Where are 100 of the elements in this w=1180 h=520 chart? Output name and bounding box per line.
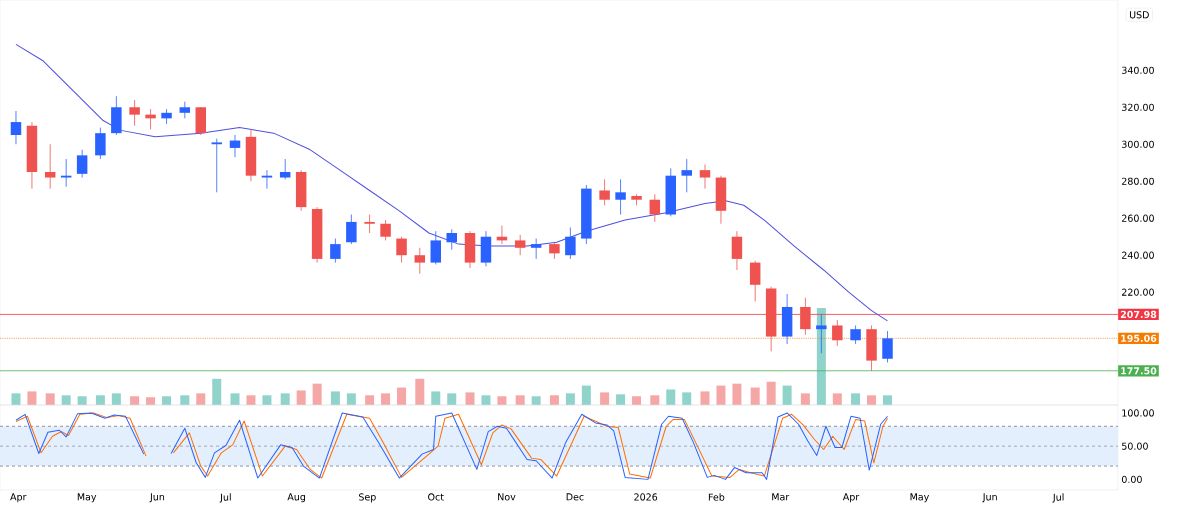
y-tick-label: 340.00 (1122, 66, 1154, 74)
bar (262, 395, 272, 405)
y-tick-label: 280.00 (1122, 177, 1154, 185)
candlestick (446, 228, 457, 251)
bar (515, 395, 525, 405)
y-tick-label: 100.00 (1122, 409, 1154, 417)
candlestick (599, 178, 610, 206)
candlestick (279, 158, 291, 180)
bar (832, 393, 842, 405)
bar (497, 396, 507, 405)
bar (867, 395, 877, 405)
x-tick-label: Oct (428, 493, 444, 501)
candlestick (44, 143, 56, 190)
candlestick (832, 319, 843, 347)
y-tick-label: 0.00 (1121, 475, 1142, 483)
candlestick (60, 158, 72, 188)
bar (312, 383, 322, 405)
x-tick-label: Apr (842, 493, 860, 503)
bar (531, 396, 541, 405)
candlestick (129, 99, 140, 127)
bar (77, 396, 87, 405)
x-tick-label: Jun (982, 493, 997, 503)
bar (397, 387, 407, 405)
bar (212, 378, 222, 405)
bar (27, 391, 37, 405)
bar (280, 393, 290, 405)
y-tick-label: 50.00 (1122, 442, 1148, 450)
candlestick (261, 169, 273, 190)
bar (700, 391, 710, 405)
candlestick (211, 138, 222, 193)
bar (565, 393, 575, 405)
bar (130, 396, 140, 405)
bar (481, 395, 491, 405)
y-tick-label: 240.00 (1122, 251, 1154, 259)
bar (11, 393, 21, 405)
ref-line-label: 177.50 (1121, 367, 1157, 375)
y-tick-label: 220.00 (1122, 288, 1154, 296)
bar (365, 395, 375, 405)
candlestick (346, 214, 357, 245)
x-tick-label: Mar (772, 493, 790, 501)
candlestick (615, 178, 626, 215)
candlestick (364, 214, 375, 234)
bar (381, 393, 391, 405)
bar (180, 395, 190, 405)
bar (45, 393, 55, 405)
bar (146, 397, 156, 405)
candlestick (882, 330, 893, 363)
bar (883, 395, 893, 405)
bar (296, 390, 306, 405)
bar (95, 395, 105, 405)
x-tick-label: Jul (1052, 493, 1064, 503)
candlestick (330, 238, 341, 263)
bar (581, 385, 591, 405)
y-axis-title: USD (1129, 11, 1149, 19)
ref-line-label: 207.98 (1120, 310, 1157, 319)
candlestick (731, 230, 743, 271)
candlestick (530, 238, 542, 260)
bar (851, 393, 861, 405)
candlestick (850, 325, 861, 345)
bar (716, 385, 726, 405)
bar (330, 391, 340, 405)
bar (549, 395, 559, 405)
bar (447, 393, 457, 405)
x-tick-label: Jun (149, 493, 165, 503)
candlestick (10, 110, 22, 145)
bar (600, 392, 610, 405)
candlestick (76, 149, 88, 178)
ref-line-label: 195.06 (1121, 334, 1157, 342)
candlestick (396, 236, 407, 263)
bar (431, 391, 441, 405)
candlestick (800, 297, 811, 336)
x-tick-label: Jul (219, 493, 231, 503)
bar (346, 393, 356, 405)
candlestick (749, 260, 761, 302)
bar (465, 392, 475, 405)
bar (732, 383, 742, 405)
candlestick (229, 134, 241, 158)
x-tick-label: Apr (10, 493, 27, 503)
x-tick-label: May (910, 493, 929, 503)
candlestick (565, 227, 576, 260)
bar (246, 395, 256, 405)
bar (61, 395, 71, 405)
bar (162, 396, 172, 405)
x-tick-label: Dec (566, 493, 584, 501)
candlestick (699, 164, 711, 190)
x-tick-label: Feb (708, 493, 725, 501)
y-tick-label: 320.00 (1122, 103, 1154, 111)
candlestick (681, 158, 692, 193)
candlestick (514, 234, 526, 256)
bar (616, 394, 626, 405)
x-tick-label: Nov (498, 493, 516, 501)
candlestick (95, 127, 106, 160)
bar (782, 385, 792, 405)
candlestick (430, 230, 442, 265)
bar (650, 395, 660, 405)
candlestick (649, 193, 661, 223)
bar (415, 378, 425, 405)
bar (750, 387, 760, 405)
line-series (15, 43, 889, 322)
x-tick-label: Sep (359, 493, 376, 503)
